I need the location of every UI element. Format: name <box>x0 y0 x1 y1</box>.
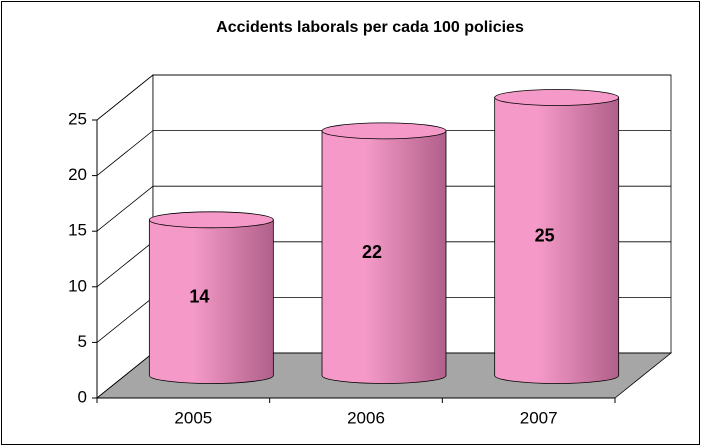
cylinder <box>148 219 274 384</box>
y-tick-label: 25 <box>68 109 87 128</box>
cylinder-top <box>321 122 447 140</box>
y-tick-label: 0 <box>78 387 87 406</box>
y-tick-label: 15 <box>68 221 87 240</box>
x-tick-label: 2005 <box>174 408 212 427</box>
value-label: 22 <box>362 242 382 262</box>
y-tick-label: 5 <box>78 332 87 351</box>
left-wall <box>96 74 154 399</box>
value-label: 25 <box>535 225 555 245</box>
x-tick-label: 2007 <box>520 408 558 427</box>
cylinder <box>321 130 447 384</box>
cylinder-top <box>148 211 274 229</box>
x-tick-label: 2006 <box>347 408 385 427</box>
cylinder-top <box>494 89 620 106</box>
chart-title: Accidents laborals per cada 100 policies <box>216 19 524 36</box>
y-tick-label: 10 <box>68 276 87 295</box>
cylinder <box>494 97 620 384</box>
value-label: 14 <box>189 286 209 306</box>
grid-line <box>96 74 671 121</box>
y-tick-label: 20 <box>68 165 87 184</box>
